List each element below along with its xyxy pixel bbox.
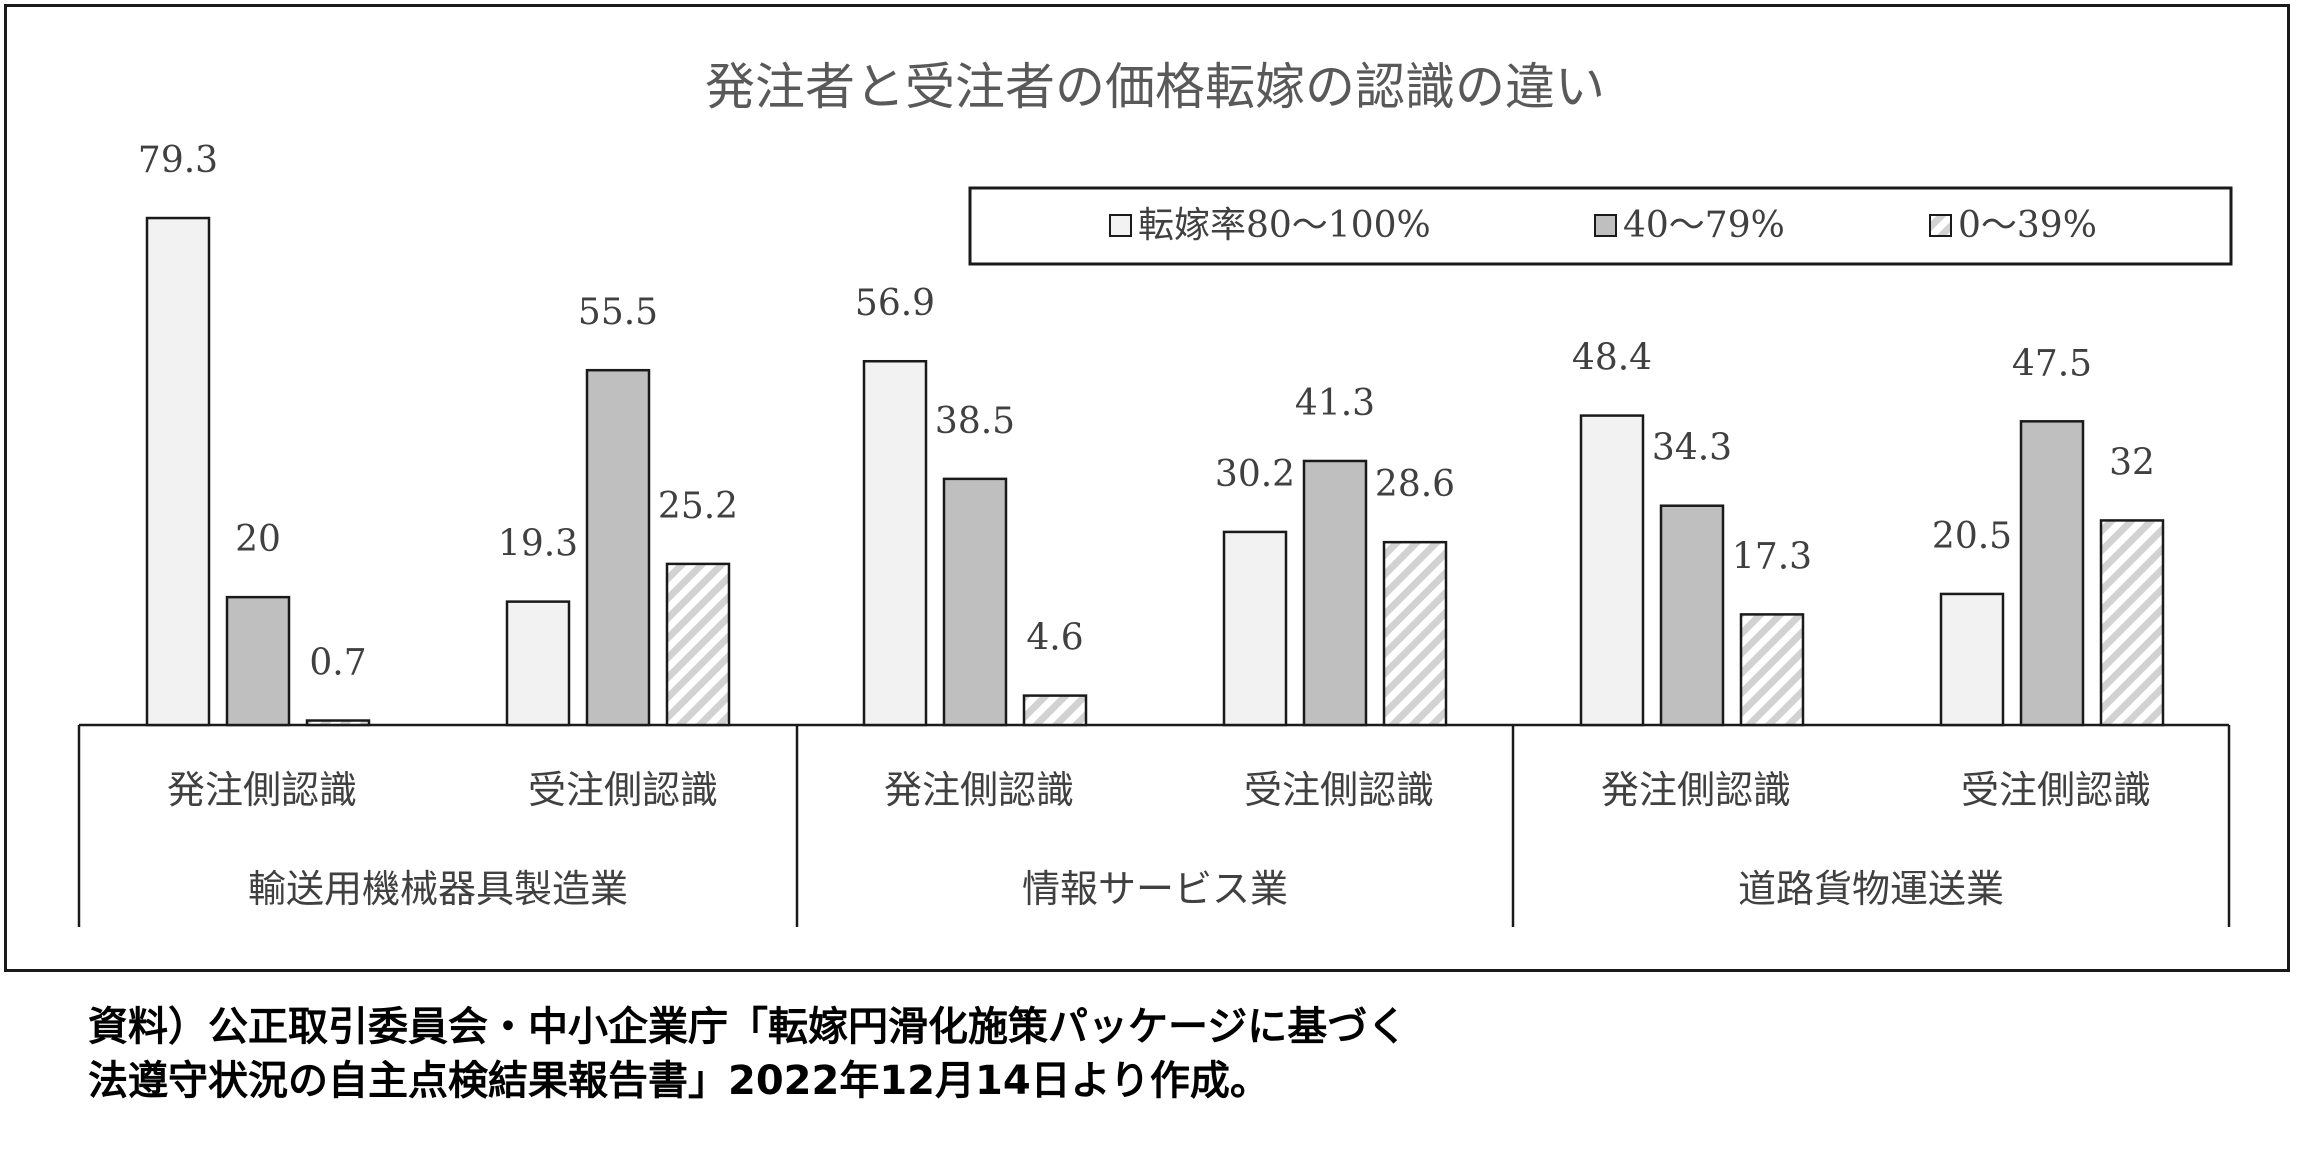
data-label-g2-c2-s3: 28.6 <box>1375 464 1455 505</box>
industry-label-3: 道路貨物運送業 <box>1738 867 2004 911</box>
data-label-g3-c2-s2: 47.5 <box>2012 343 2092 384</box>
source-line-2: 法遵守状況の自主点検結果報告書」2022年12月14日より作成。 <box>88 1058 1270 1104</box>
source-note: 資料）公正取引委員会・中小企業庁「転嫁円滑化施策パッケージに基づく 法遵守状況の… <box>88 1000 2238 1108</box>
bar-g2-c2-s3 <box>1382 540 1448 727</box>
bar-g1-c1-s2 <box>225 595 291 727</box>
category-label-g3-c2: 受注側認識 <box>1961 768 2151 812</box>
category-label-g3-c1: 発注側認識 <box>1601 768 1791 812</box>
legend: 転嫁率80～100% 40～79% 0～39% <box>968 186 2233 266</box>
data-label-g1-c2-s1: 19.3 <box>498 524 578 565</box>
chart-title: 発注者と受注者の価格転嫁の認識の違い <box>705 58 1605 116</box>
legend-label-3: 0～39% <box>1958 205 2097 246</box>
data-label-g3-c2-s3: 32 <box>2109 442 2155 483</box>
bar-g1-c2-s2 <box>585 368 651 727</box>
data-label-g2-c1-s2: 38.5 <box>935 401 1015 442</box>
data-label-g1-c1-s3: 0.7 <box>309 643 366 684</box>
bar-chart: 発注者と受注者の価格転嫁の認識の違い 転嫁率80～100% 40～79% 0～39%… <box>77 58 2233 927</box>
bar-g1-c2-s3 <box>665 562 731 727</box>
bar-g3-c2-s2 <box>2019 420 2085 727</box>
legend-swatch-1 <box>1109 214 1132 237</box>
category-label-g1-c2: 受注側認識 <box>528 768 718 812</box>
category-label-g2-c1: 発注側認識 <box>884 768 1074 812</box>
bar-g1-c2-s1 <box>505 600 571 727</box>
category-label-g2-c2: 受注側認識 <box>1244 768 1434 812</box>
data-label-g1-c2-s3: 25.2 <box>658 486 738 527</box>
data-label-g2-c2-s2: 41.3 <box>1295 383 1375 424</box>
data-label-g2-c2-s1: 30.2 <box>1215 454 1295 495</box>
bar-g1-c1-s1 <box>145 216 211 727</box>
bar-g2-c1-s3 <box>1022 694 1088 727</box>
chart-frame: 発注者と受注者の価格転嫁の認識の違い 転嫁率80～100% 40～79% 0～39%… <box>4 4 2290 972</box>
bar-g3-c2-s1 <box>1939 592 2005 727</box>
bar-g3-c2-s3 <box>2099 519 2165 727</box>
plot-area: 79.3 20 0.7 発注側認識 19.3 55.5 25.2 受注側認識輸送用機械器具製造… <box>77 140 2231 927</box>
bar-g2-c2-s2 <box>1302 459 1368 727</box>
bar-g3-c1-s2 <box>1659 504 1725 727</box>
data-label-g3-c1-s3: 17.3 <box>1732 536 1812 577</box>
legend-label-2: 40～79% <box>1623 205 1785 246</box>
bar-g2-c1-s2 <box>942 477 1008 727</box>
legend-label-1: 転嫁率80～100% <box>1138 205 1431 246</box>
data-label-g3-c1-s1: 48.4 <box>1572 338 1652 379</box>
data-label-g2-c1-s3: 4.6 <box>1026 618 1083 659</box>
legend-swatch-2 <box>1594 214 1617 237</box>
category-label-g1-c1: 発注側認識 <box>167 768 357 812</box>
data-label-g3-c1-s2: 34.3 <box>1652 428 1732 469</box>
data-label-g2-c1-s1: 56.9 <box>855 283 935 324</box>
bar-g2-c1-s1 <box>862 359 928 727</box>
industry-label-1: 輸送用機械器具製造業 <box>248 867 628 911</box>
bar-g3-c1-s1 <box>1579 414 1645 727</box>
industry-label-2: 情報サービス業 <box>1022 867 1288 911</box>
bar-g3-c1-s3 <box>1739 613 1805 727</box>
legend-swatch-3 <box>1929 214 1952 237</box>
bar-g1-c1-s3 <box>305 719 371 727</box>
data-label-g1-c1-s1: 79.3 <box>138 140 218 181</box>
data-label-g1-c1-s2: 20 <box>235 519 281 560</box>
data-label-g1-c2-s2: 55.5 <box>578 292 658 333</box>
data-label-g3-c2-s1: 20.5 <box>1932 516 2012 557</box>
bar-g2-c2-s1 <box>1222 530 1288 727</box>
source-line-1: 資料）公正取引委員会・中小企業庁「転嫁円滑化施策パッケージに基づく <box>88 1004 1408 1050</box>
